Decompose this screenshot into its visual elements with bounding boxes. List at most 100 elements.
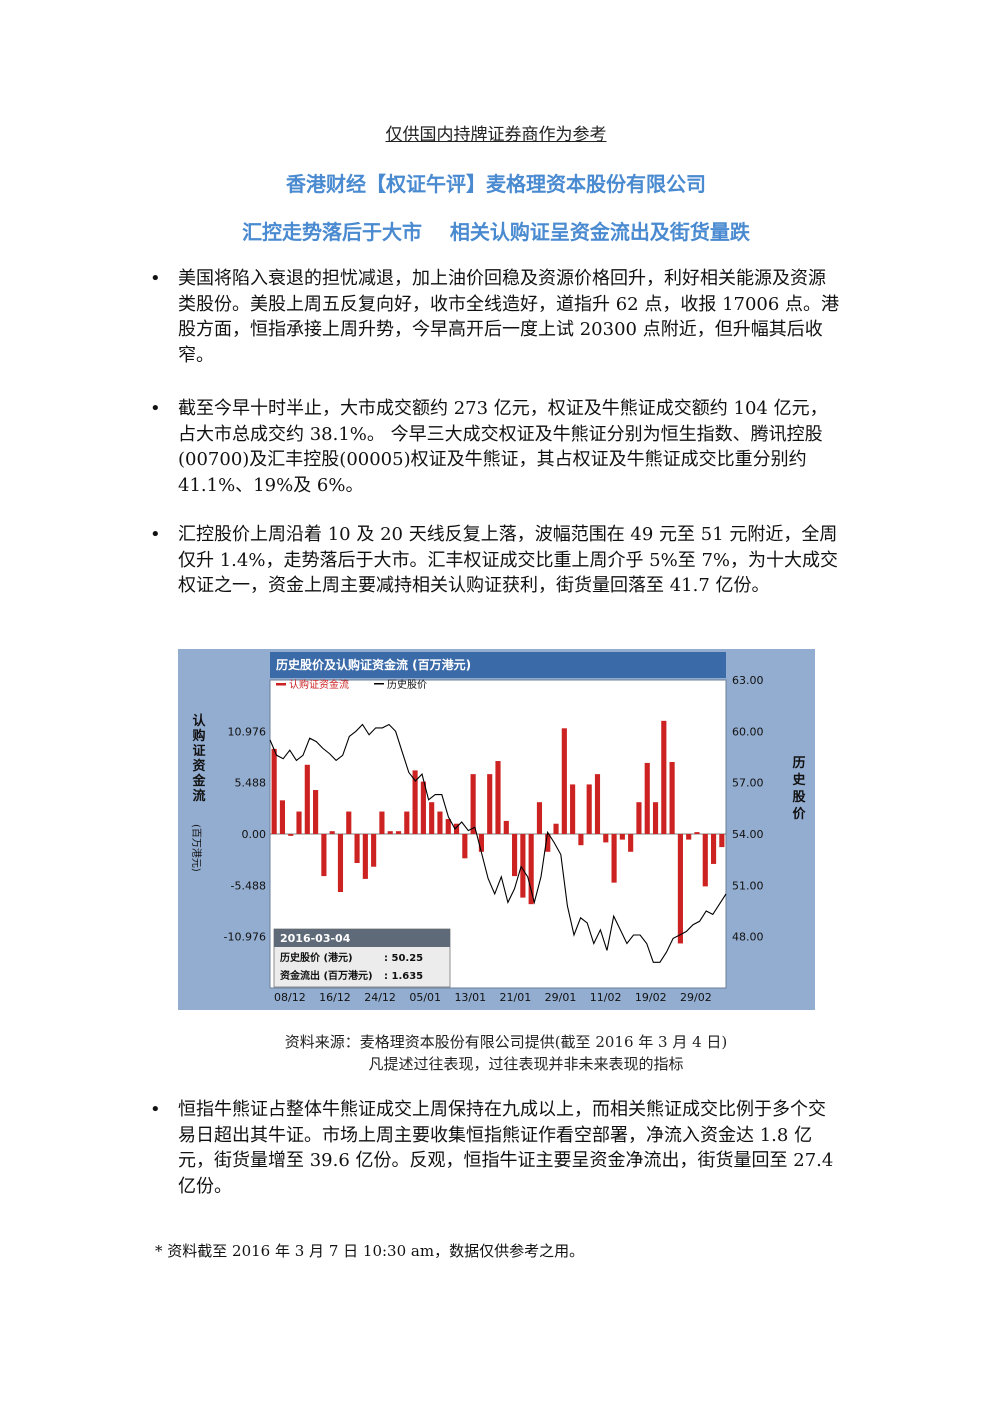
- flow-bar: [313, 790, 319, 834]
- flow-bar: [445, 819, 451, 834]
- flow-bar: [586, 784, 592, 834]
- flow-bar: [279, 800, 286, 834]
- flow-bar: [677, 834, 683, 944]
- flow-bar: [478, 834, 484, 852]
- flow-bar: [536, 802, 543, 834]
- tooltip-header: [274, 929, 450, 947]
- flow-bar: [611, 834, 617, 883]
- flow-bar: [644, 762, 650, 834]
- flow-bar: [628, 834, 634, 852]
- left-axis-unit: (百万港元): [190, 824, 202, 872]
- left-axis-title-char: 金: [191, 773, 206, 789]
- left-tick-label: -5.488: [231, 879, 266, 892]
- footnote: * 资料截至 2016 年 3 月 7 日 10:30 am，数据仅供参考之用。: [155, 1242, 585, 1260]
- tooltip-price-label: 历史股价 (港元): [280, 951, 353, 964]
- legend-price-swatch: [374, 683, 384, 685]
- flow-bar: [603, 834, 609, 843]
- paragraph-3: 汇控股价上周沿着 10 及 20 天线反复上落，波幅范围在 49 元至 51 元…: [150, 522, 842, 599]
- flow-bar: [379, 811, 385, 834]
- flow-bar: [288, 834, 294, 836]
- left-axis-title-char: 购: [192, 728, 205, 744]
- flow-bar: [304, 764, 310, 834]
- flow-bar: [702, 834, 708, 887]
- right-axis-title-char: 股: [792, 790, 805, 805]
- flow-bar: [420, 781, 426, 834]
- right-tick-label: 57.00: [732, 777, 764, 790]
- left-axis-title-char: 流: [192, 788, 205, 804]
- disclaimer-text: 仅供国内持牌证券商作为参考: [385, 125, 607, 145]
- x-tick-label: 11/02: [590, 991, 622, 1004]
- chart-source-caption: 资料来源：麦格理资本股份有限公司提供(截至 2016 年 3 月 4 日): [284, 1033, 728, 1051]
- x-tick-label: 24/12: [364, 991, 396, 1004]
- tooltip-flow-label: 资金流出 (百万港元): [280, 969, 373, 982]
- flow-bar: [503, 820, 509, 834]
- flow-bar: [636, 802, 642, 834]
- flow-bar: [371, 834, 377, 867]
- right-tick-label: 51.00: [732, 879, 764, 892]
- legend-flow-label: 认购证资金流: [289, 678, 349, 691]
- chart-header-bar: [270, 652, 726, 678]
- tooltip-flow-value: : 1.635: [384, 971, 423, 982]
- left-tick-label: -10.976: [224, 931, 266, 944]
- flow-bar: [404, 811, 410, 834]
- flow-bar: [362, 834, 368, 879]
- x-tick-label: 13/01: [454, 991, 486, 1004]
- flow-bar: [321, 834, 327, 877]
- flow-bar: [329, 831, 335, 834]
- flow-bar: [652, 802, 659, 834]
- paragraph-4: 恒指牛熊证占整体牛熊证成交上周保持在九成以上，而相关熊证成交比例于多个交易日超出…: [150, 1097, 842, 1199]
- page-subtitle: 汇控走势落后于大市 相关认购证呈资金流出及街货量跌: [242, 220, 750, 244]
- right-axis-title-char: 史: [792, 772, 806, 788]
- flow-bar: [412, 770, 418, 834]
- flow-bar: [437, 811, 443, 834]
- flow-bar: [578, 834, 584, 846]
- flow-bar: [528, 834, 534, 905]
- right-axis-title-char: 价: [792, 807, 806, 822]
- legend-price-label: 历史股价: [387, 679, 427, 691]
- x-tick-label: 08/12: [274, 991, 306, 1004]
- flow-bar: [512, 834, 518, 877]
- x-tick-label: 19/02: [635, 991, 667, 1004]
- chart-svg: 历史股价及认购证资金流 (百万港元) 10.976 5.488 0.00 -5.488 -…: [190, 652, 806, 1004]
- flow-bar: [561, 728, 567, 834]
- flow-bar: [495, 761, 501, 834]
- flow-bar: [429, 802, 435, 834]
- flow-bar: [669, 761, 675, 834]
- paragraph-2: 截至今早十时半止，大市成交额约 273 亿元，权证及牛熊证成交额约 104 亿元…: [150, 396, 842, 498]
- chart-title: 历史股价及认购证资金流 (百万港元): [276, 657, 471, 672]
- right-axis-title-char: 历: [792, 756, 805, 771]
- page-title: 香港财经【权证午评】麦格理资本股份有限公司: [286, 172, 706, 196]
- flow-bar: [346, 811, 352, 834]
- legend-flow-swatch: [276, 683, 286, 686]
- flow-bar: [570, 784, 576, 834]
- left-tick-label: 0.00: [242, 828, 267, 841]
- left-axis-title-char: 认: [192, 713, 206, 729]
- flow-bar: [387, 831, 393, 834]
- flow-bar: [453, 823, 460, 834]
- flow-bar: [661, 720, 667, 834]
- flow-bar: [686, 834, 692, 840]
- price-line: [269, 723, 727, 963]
- flow-bar: [271, 748, 277, 834]
- x-tick-label: 29/02: [680, 991, 712, 1004]
- paragraph-1: 美国将陷入衰退的担忧减退，加上油价回稳及资源价格回升，利好相关能源及资源类股份。…: [150, 266, 842, 368]
- flow-bar: [719, 834, 725, 848]
- flow-bar: [710, 834, 717, 864]
- x-tick-label: 16/12: [319, 991, 351, 1004]
- right-tick-label: 60.00: [732, 725, 764, 738]
- flow-bar: [462, 834, 468, 859]
- flow-bar: [354, 834, 360, 863]
- right-tick-label: 48.00: [732, 931, 764, 944]
- flow-bar: [545, 834, 551, 852]
- left-axis-title-char: 证: [192, 744, 205, 759]
- price-flow-chart: 历史股价及认购证资金流 (百万港元) 10.976 5.488 0.00 -5.488 -…: [178, 649, 815, 1010]
- flow-bar: [470, 774, 476, 834]
- flow-bar: [487, 774, 493, 834]
- x-tick-label: 21/01: [500, 991, 532, 1004]
- tooltip-price-value: : 50.25: [384, 953, 423, 964]
- x-tick-label: 29/01: [545, 991, 577, 1004]
- flow-bar: [694, 832, 700, 834]
- left-axis-title-char: 资: [192, 758, 205, 774]
- flow-bar: [619, 834, 625, 840]
- flow-bar: [520, 834, 526, 898]
